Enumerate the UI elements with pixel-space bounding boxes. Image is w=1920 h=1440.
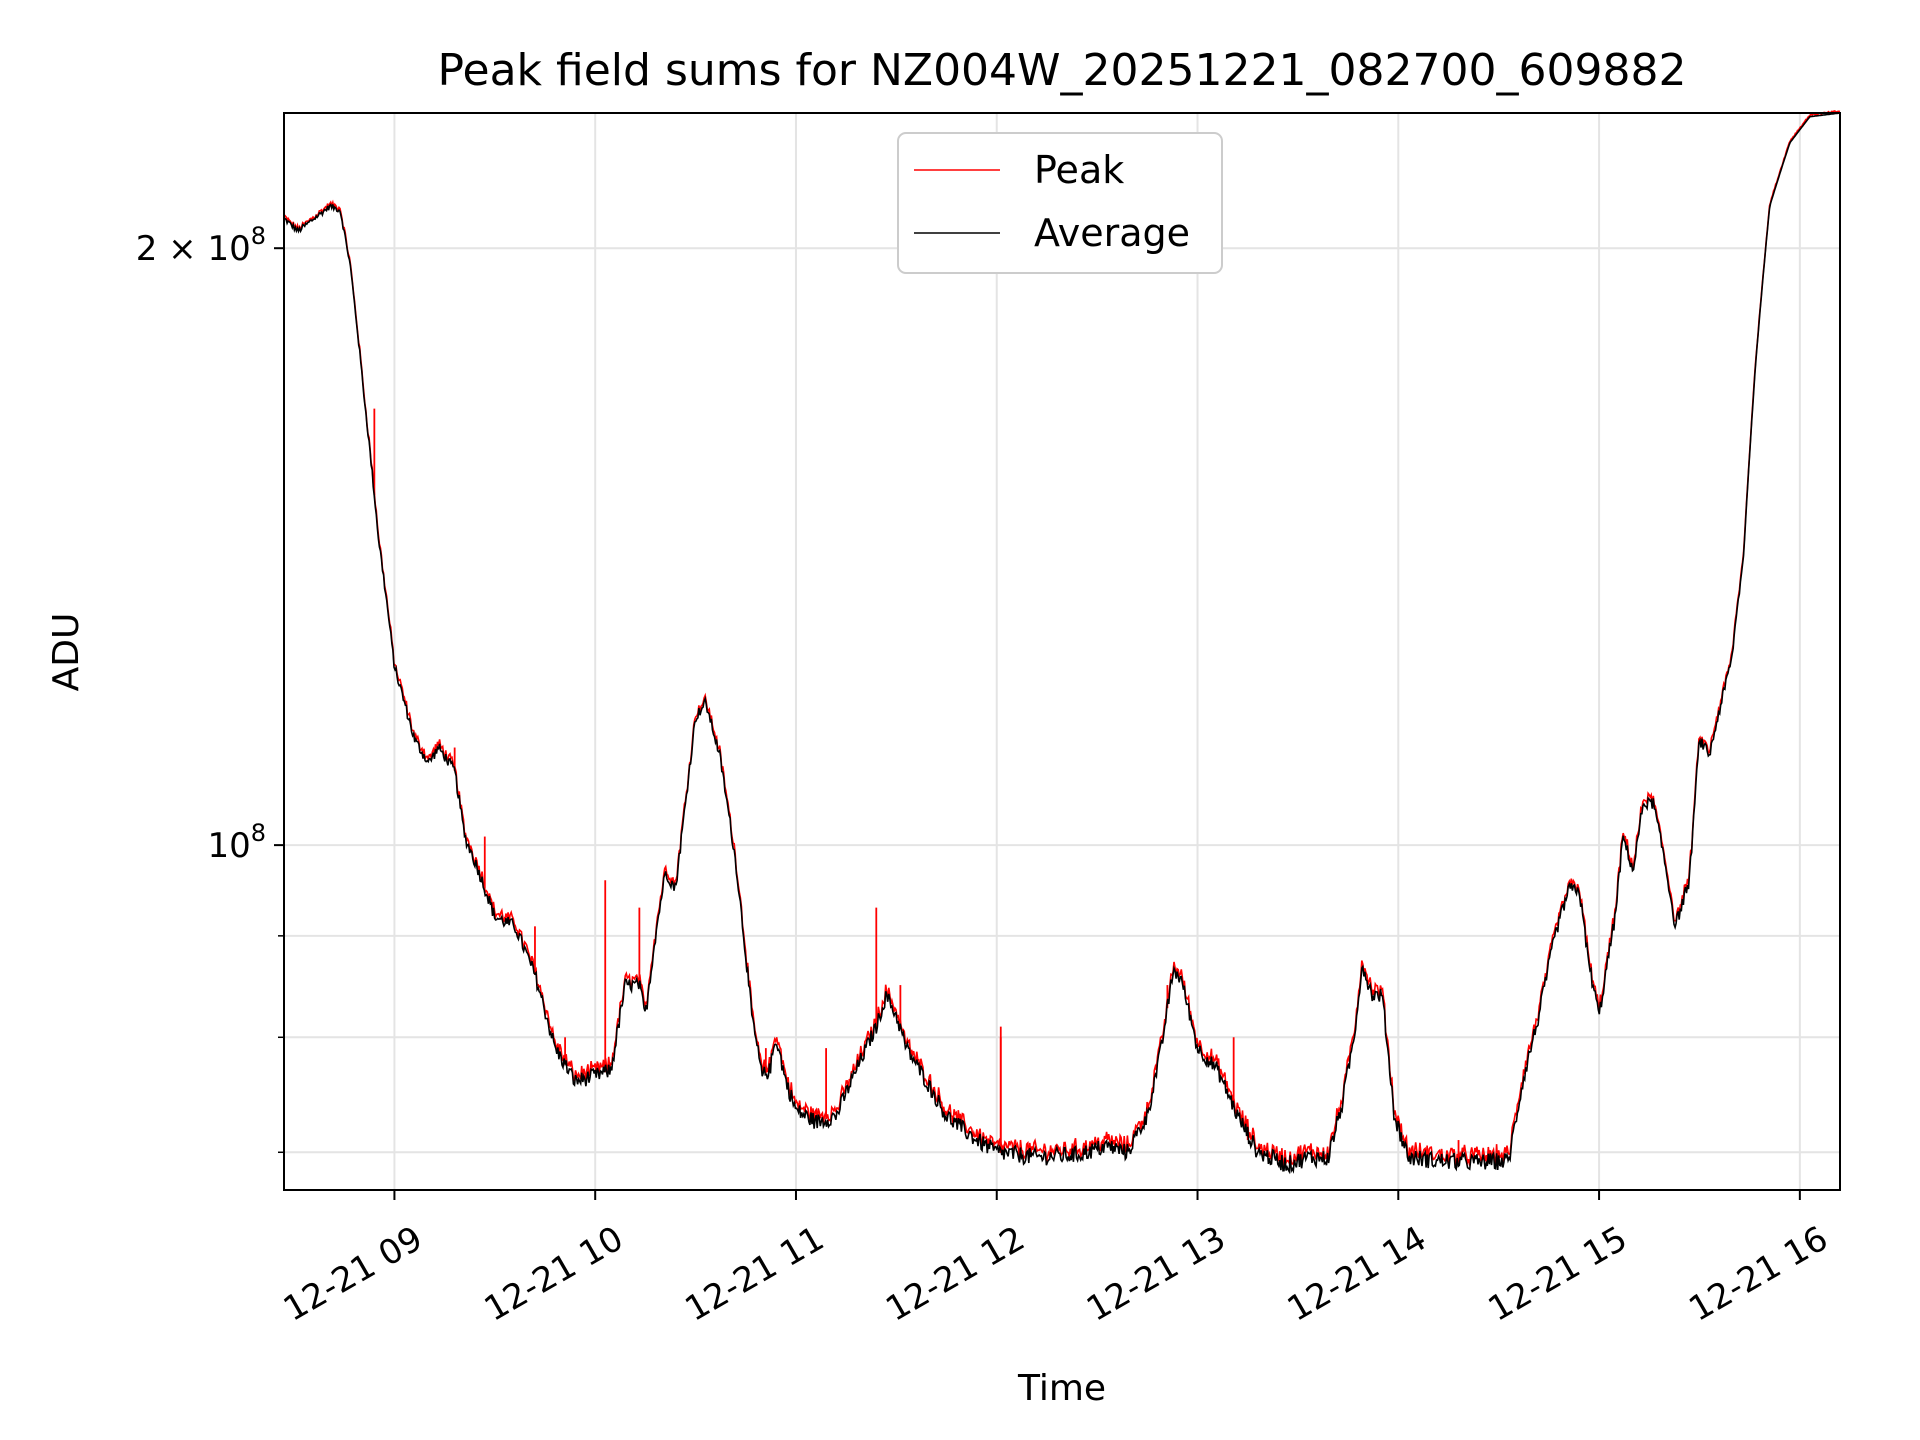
- x-axis-label: Time: [1017, 1368, 1106, 1409]
- legend-box: [897, 132, 1223, 274]
- plot-frame: [283, 112, 1841, 1191]
- legend-peak-label: Peak: [1034, 148, 1124, 192]
- legend-average-label: Average: [1034, 211, 1190, 255]
- average-series-line: [283, 112, 1841, 1175]
- y-tick-label: 108: [207, 819, 266, 866]
- y-axis-label: ADU: [46, 613, 87, 692]
- plot-lines: [283, 110, 1841, 1175]
- legend: Peak Average: [897, 132, 1223, 274]
- chart-title: Peak field sums for NZ004W_20251221_0827…: [438, 45, 1687, 96]
- y-axis: 108 2 × 108: [136, 222, 284, 1154]
- y-tick-label: 2 × 108: [136, 222, 266, 269]
